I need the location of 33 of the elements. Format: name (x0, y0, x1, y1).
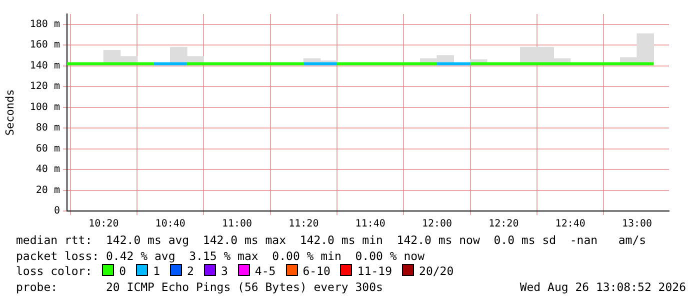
y-tick-label: 0 (54, 206, 60, 217)
legend-label: 4-5 (254, 264, 276, 278)
legend-label: 20/20 (419, 264, 454, 278)
y-tick-label: 120 m (30, 81, 60, 92)
x-tick-label: 12:20 (488, 218, 519, 230)
x-tick-label: 10:40 (155, 218, 186, 230)
legend-label: 11-19 (357, 264, 392, 278)
legend-label: 1 (153, 264, 160, 278)
y-tick-label: 160 m (30, 40, 60, 51)
x-tick-label: 12:40 (555, 218, 586, 230)
x-tick-label: 13:00 (622, 218, 652, 230)
x-tick-label: 11:00 (222, 218, 252, 230)
y-tick-label: 180 m (30, 18, 60, 30)
y-axis-title: Seconds (3, 89, 16, 136)
x-tick-label: 11:40 (355, 218, 386, 230)
x-tick-label: 12:00 (422, 218, 452, 230)
text: probe: 20 ICMP Echo Pings (56 Bytes) every 300s (16, 280, 383, 294)
x-tick-label: 10:20 (88, 218, 119, 230)
y-tick-label: 20 m (36, 184, 60, 196)
y-tick-label: 60 m (36, 143, 60, 154)
text: median rtt: 142.0 ms avg 142.0 ms max 142.0 ms min 142.0 ms now 0.0 ms sd -nan am/s (16, 233, 648, 248)
legend-label: 6-10 (302, 264, 330, 278)
legend-label: 0 (119, 264, 126, 278)
x-tick-label: 11:20 (288, 218, 319, 230)
y-tick-label: 140 m (30, 60, 60, 72)
y-tick-label: 40 m (36, 164, 60, 176)
y-tick-label: 100 m (30, 102, 60, 113)
y-tick-label: 80 m (36, 122, 60, 134)
legend-title: loss color: (16, 264, 92, 278)
legend-label: 3 (220, 264, 228, 278)
legend-label: 2 (187, 264, 194, 278)
text: Wed Aug 26 13:08:52 2026 (520, 280, 686, 295)
text: packet loss: 0.42 % avg 3.15 % max 0.00 % min 0.00 % now (16, 248, 426, 264)
